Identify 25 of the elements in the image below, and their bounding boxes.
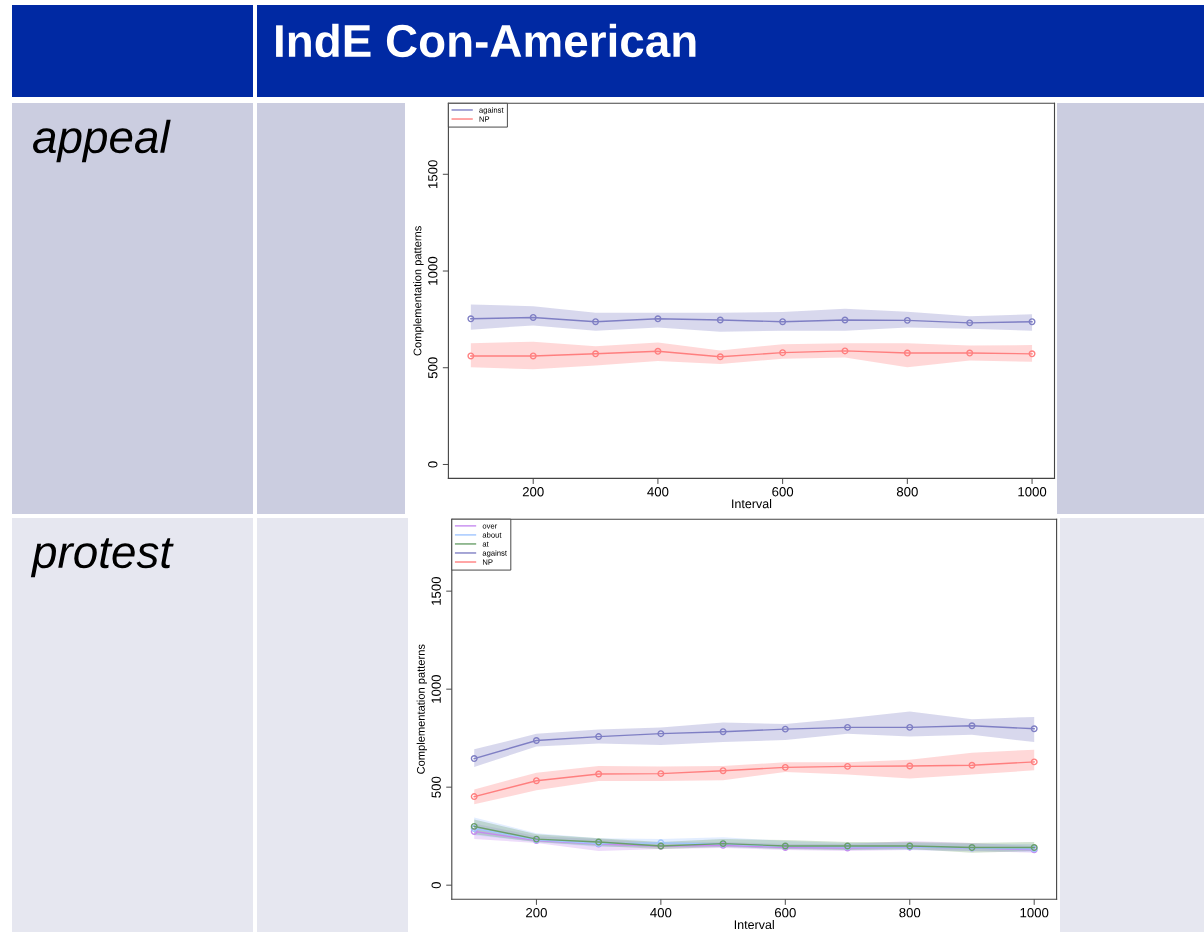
x-tick-label: 600 [774, 907, 796, 918]
y-tick-label: 500 [428, 357, 438, 379]
x-tick-label: 400 [647, 487, 669, 497]
chart-subtitle: appeal [33, 119, 171, 163]
x-tick-label: 200 [526, 907, 547, 918]
x-tick-label: 200 [522, 487, 544, 497]
y-tick-label: 0 [428, 461, 438, 468]
y-tick-label: 500 [431, 776, 441, 798]
x-tick-label: 800 [899, 907, 921, 918]
x-tick-label: 600 [772, 487, 794, 497]
chart-title: IndE Con-American [276, 23, 696, 58]
x-tick-label: 800 [896, 487, 918, 497]
y-tick-label: 1000 [428, 256, 438, 285]
x-tick-label: 400 [650, 907, 672, 918]
y-axis-title: Complementation patterns [416, 644, 427, 774]
x-axis-title: Interval [734, 919, 774, 930]
y-tick-label: 1000 [431, 675, 441, 703]
x-tick-label: 1000 [1018, 487, 1047, 497]
y-tick-label: 1500 [431, 576, 441, 605]
chart-subtitle: protest [30, 538, 174, 578]
x-tick-label: 1000 [1020, 907, 1049, 918]
y-axis-title: Complementation patterns [413, 226, 424, 356]
x-axis-title: Interval [732, 499, 772, 509]
y-tick-label: 0 [431, 882, 441, 889]
y-tick-label: 1500 [428, 160, 438, 188]
